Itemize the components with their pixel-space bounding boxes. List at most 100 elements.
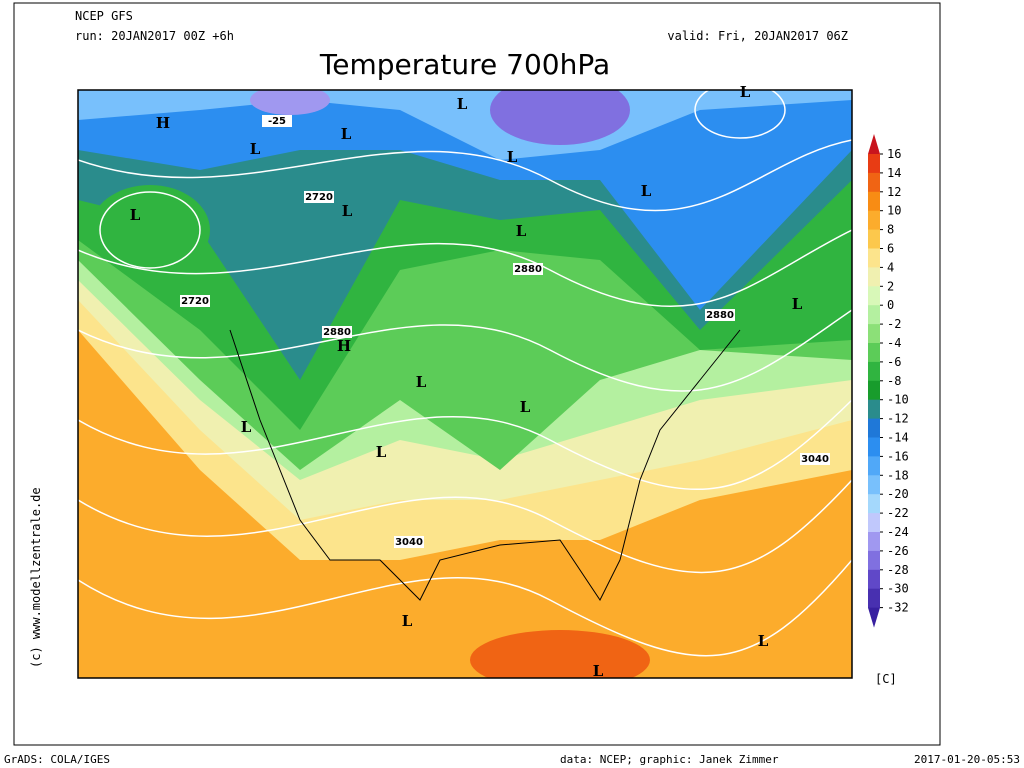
pressure-center: L [250,140,261,158]
software: GrADS: COLA/IGES [4,753,110,766]
contour [694,90,786,139]
contour-label: 3040 [801,454,829,465]
colorbar-bin [868,154,880,174]
pressure-center: L [342,202,353,220]
colorbar-bin [868,380,880,401]
shade [470,630,650,678]
colorbar-label: -30 [887,582,909,596]
colorbar-label: -28 [887,563,909,577]
shade [250,90,330,115]
pressure-center: L [416,373,427,391]
unit: [C] [875,672,897,686]
contour-label-bg [304,191,334,203]
contour [78,309,852,392]
colorbar-bin [868,191,880,212]
colorbar: 16 14 12 10 8 6 4 2 0 -2 -4 -6 -8 -10 -12 -14 -16 -18 -20 -… [868,134,909,628]
pressure-center: L [376,443,387,461]
pressure-center: L [507,148,518,166]
contour-label-bg [180,295,210,307]
colorbar-label: -22 [887,506,909,520]
colorbar-bin [868,494,880,514]
colorbar-bin [868,229,880,249]
contour-label-bg [800,453,830,465]
contour-label: 2720 [181,296,209,307]
colorbar-bin [868,588,880,609]
colorbar-label: -18 [887,468,909,482]
shade [78,90,852,160]
contour [99,191,201,269]
colorbar-label: 14 [887,166,901,180]
colorbar-label: -12 [887,412,909,426]
title: Temperature 700hPa [319,48,610,81]
colorbar-bin [868,456,880,476]
colorbar-label: -8 [887,374,901,388]
colorbar-bin [868,210,880,231]
contour-label: 2880 [706,310,734,321]
colorbar-bin [868,172,880,193]
colorbar-bin [868,437,880,457]
pressure-center: L [520,398,531,416]
colorbar-bin [868,361,880,382]
contour-label-bg [394,536,424,548]
pressure-center: L [341,125,352,143]
colorbar-bin [868,324,880,344]
contour-label: 2880 [323,327,351,338]
contour-label: 2880 [514,264,542,275]
shade [90,185,210,275]
colorbar-label: -4 [887,336,901,350]
contour [78,479,852,574]
colorbar-label: 10 [887,204,901,218]
pressure-center: L [402,612,413,630]
run: run: 20JAN2017 00Z +6h [75,29,234,43]
pressure-center: L [130,206,141,224]
colorbar-label: 0 [887,298,894,312]
valid: valid: Fri, 20JAN2017 06Z [667,29,848,43]
shade [490,90,630,145]
colorbar-label: 4 [887,260,894,274]
colorbar-label: -6 [887,355,901,369]
pressure-center: L [792,295,803,313]
pressure-center: L [758,632,769,650]
contour-label-bg [513,263,543,275]
colorbar-label: -16 [887,449,909,463]
colorbar-bin [868,267,880,287]
colorbar-label: 2 [887,279,894,293]
contour [78,559,852,657]
colorbar-label: -24 [887,525,909,539]
colorbar-bin [868,343,880,363]
colorbar-label: -14 [887,431,909,445]
pressure-center: H [337,337,351,355]
contour-label: 2720 [305,192,333,203]
contour [78,229,852,307]
copyright: (c) www.modellzentrale.de [29,487,43,668]
colorbar-label: 8 [887,223,894,237]
frame [13,2,941,746]
contour [78,139,852,212]
colorbar-bin [868,550,880,571]
colorbar-bin [868,418,880,438]
colorbar-bin [868,569,880,590]
colorbar-label: -20 [887,487,909,501]
colorbar-bin [868,399,880,420]
pressure-center: L [241,418,252,436]
pressure-center: L [641,182,652,200]
colorbar-label: 16 [887,147,901,161]
contour-label-bg [322,326,352,338]
colorbar-bin [868,248,880,268]
pressure-center: L [740,83,751,101]
contour [78,399,852,491]
colorbar-label: -2 [887,317,901,331]
colorbar-bin [868,532,880,552]
model: NCEP GFS [75,9,133,23]
pressure-center: L [516,222,527,240]
contour-label: 3040 [395,537,423,548]
shade [78,90,852,310]
contour-label-bg [705,309,735,321]
colorbar-label: 6 [887,242,894,256]
credits: data: NCEP; graphic: Janek Zimmer [560,753,779,766]
contour-label: -25 [268,116,286,127]
colorbar-label: -32 [887,601,909,615]
colorbar-cap [868,607,880,628]
pressure-center: H [156,114,170,132]
